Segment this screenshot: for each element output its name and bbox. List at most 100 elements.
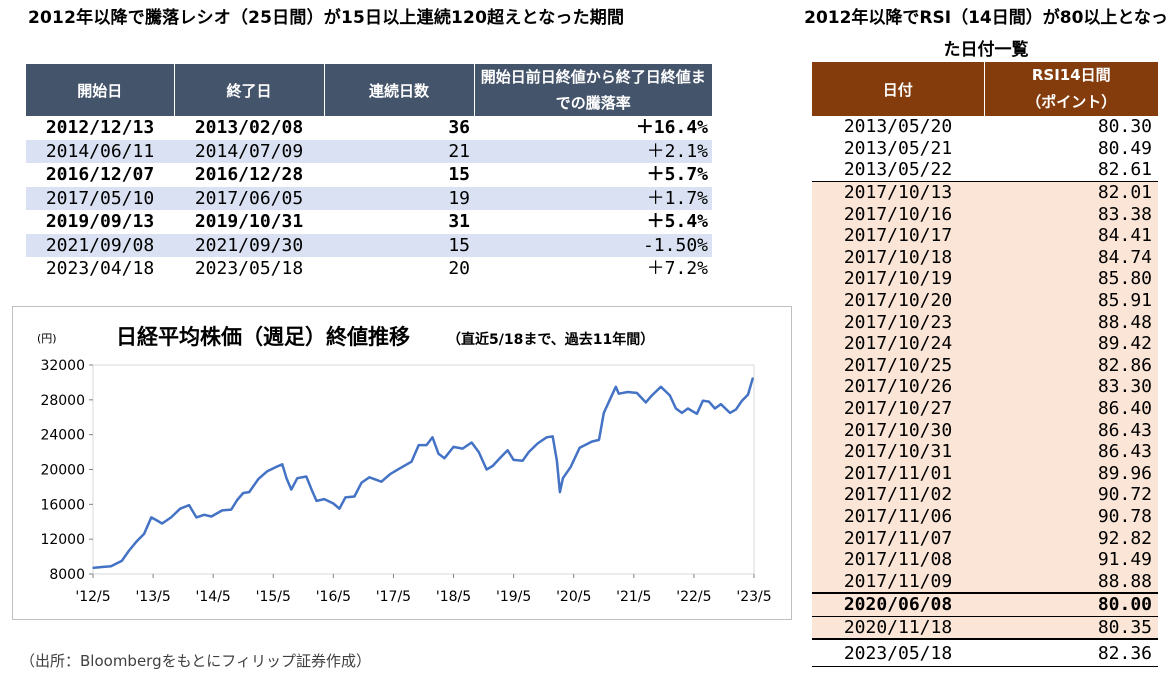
days-cell: 36	[448, 117, 470, 139]
rsi-row: 2013/05/21 80.49	[812, 138, 1158, 160]
rsi-date-cell: 2017/10/16	[812, 203, 984, 225]
data-point	[741, 399, 743, 402]
data-point	[389, 473, 392, 475]
rsi-value-cell: 80.30	[1097, 116, 1152, 138]
data-point	[338, 507, 341, 510]
header-rsi: RSI14日間 （ポイント）	[984, 62, 1158, 116]
start-date-cell: 2023/04/18	[45, 258, 155, 280]
streak-table: 開始日 終了日 連続日数 開始日前日終値から終了日終値までの騰落率 2012/1…	[26, 64, 712, 281]
rsi-row: 2017/10/18 84.74	[812, 246, 1158, 269]
x-tick-label: '14/5	[196, 589, 231, 605]
data-point	[609, 399, 611, 401]
data-point	[296, 477, 299, 479]
data-point	[431, 436, 434, 439]
rsi-date-cell: 2017/10/30	[812, 419, 984, 441]
data-point	[410, 460, 413, 463]
rsi-date-cell: 2017/10/19	[812, 268, 984, 290]
change-cell: ＋2.1%	[474, 139, 712, 163]
rsi-value-cell: 82.61	[1097, 159, 1152, 181]
data-point	[179, 507, 181, 510]
data-point	[236, 499, 238, 501]
rsi-date-cell: 2017/10/25	[812, 354, 984, 377]
data-point	[720, 403, 722, 405]
nikkei-chart: 日経平均株価（週足）終値推移 （直近5/18まで、過去11年間） (円) 800…	[12, 306, 792, 620]
data-point	[203, 514, 205, 516]
x-tick-label: '19/5	[496, 589, 531, 605]
rsi-value-cell: 86.43	[984, 419, 1158, 441]
data-point	[398, 467, 401, 470]
rsi-row: 2017/10/25 82.86	[812, 354, 1158, 377]
rsi-date-cell: 2017/11/06	[812, 505, 984, 528]
data-point	[636, 392, 638, 394]
x-tick-label: '15/5	[256, 589, 291, 605]
end-date-cell: 2013/02/08	[194, 117, 304, 139]
days-cell: 20	[448, 258, 470, 280]
rsi-date-cell: 2017/11/07	[812, 527, 984, 549]
rsi-date-cell: 2013/05/21	[843, 137, 953, 159]
data-point	[353, 495, 356, 498]
rsi-value-cell: 82.86	[984, 354, 1158, 377]
data-point	[512, 459, 515, 461]
rsi-date-cell: 2017/11/09	[812, 570, 984, 594]
streak-row: 2016/12/07 2016/12/28 15 ＋5.7%	[26, 163, 712, 187]
x-tick-label: '13/5	[135, 589, 170, 605]
x-tick-label: '16/5	[316, 589, 351, 605]
data-point	[305, 475, 308, 478]
rsi-row: 2017/11/02 90.72	[812, 484, 1158, 506]
streak-row: 2014/06/11 2014/07/09 21 ＋2.1%	[26, 139, 712, 163]
header-days: 連続日数	[324, 64, 475, 116]
rsi-date-cell: 2017/10/23	[812, 311, 984, 333]
end-date-cell: 2016/12/28	[194, 164, 304, 186]
days-cell: 15	[448, 164, 470, 186]
y-tick-label: 16000	[40, 497, 85, 513]
x-tick-label: '22/5	[676, 589, 711, 605]
x-tick-label: '20/5	[556, 589, 591, 605]
rsi-row: 2017/11/07 92.82	[812, 527, 1158, 549]
rsi-row: 2017/10/23 88.48	[812, 311, 1158, 333]
data-point	[681, 412, 683, 414]
data-point	[311, 490, 314, 493]
end-date-cell: 2023/05/18	[194, 258, 304, 280]
rsi-row: 2017/10/31 86.43	[812, 440, 1158, 463]
rsi-value-cell: 88.48	[984, 311, 1158, 333]
nikkei-series-line	[92, 377, 755, 570]
start-date-cell: 2021/09/08	[26, 233, 174, 257]
change-cell: ＋16.4%	[635, 117, 708, 139]
y-tick-label: 20000	[40, 463, 85, 479]
rsi-date-cell: 2017/11/01	[812, 462, 984, 485]
data-point	[323, 498, 326, 500]
data-point	[569, 466, 572, 468]
change-cell: ＋7.2%	[646, 258, 708, 280]
data-point	[443, 457, 446, 459]
data-point	[344, 496, 347, 499]
data-point	[491, 465, 494, 467]
rsi-row: 2017/10/26 83.30	[812, 376, 1158, 398]
change-cell: -1.50%	[474, 233, 712, 257]
data-point	[135, 541, 138, 543]
plot-frame	[92, 364, 755, 575]
data-point	[551, 435, 554, 438]
rsi-value-cell: 80.49	[1097, 137, 1152, 159]
data-point	[257, 478, 260, 480]
rsi-row: 2017/11/09 88.88	[812, 570, 1158, 594]
rsi-date-cell: 2013/05/22	[843, 159, 953, 181]
rsi-date-cell: 2017/11/02	[812, 484, 984, 506]
rsi-date-cell: 2017/10/24	[812, 332, 984, 355]
end-date-cell: 2017/06/05	[174, 186, 324, 210]
data-point	[714, 407, 716, 410]
streak-row: 2019/09/13 2019/10/31 31 ＋5.4%	[26, 210, 712, 234]
days-cell: 21	[324, 139, 474, 163]
data-point	[315, 500, 318, 502]
chart-subtitle: （直近5/18まで、過去11年間）	[447, 331, 654, 348]
rsi-value-cell: 80.00	[984, 592, 1158, 617]
data-point	[562, 477, 564, 479]
start-date-cell: 2014/06/11	[26, 139, 174, 163]
rsi-row: 2023/05/18 82.36	[812, 638, 1158, 668]
rsi-value-cell: 92.82	[984, 527, 1158, 549]
header-rsi-line2: （ポイント）	[1026, 93, 1117, 111]
start-date-cell: 2017/05/10	[26, 186, 174, 210]
header-end-date: 終了日	[174, 64, 325, 116]
x-tick-label: '18/5	[436, 589, 471, 605]
rsi-row: 2017/11/06 90.78	[812, 505, 1158, 528]
rsi-date-cell: 2017/10/20	[812, 289, 984, 312]
